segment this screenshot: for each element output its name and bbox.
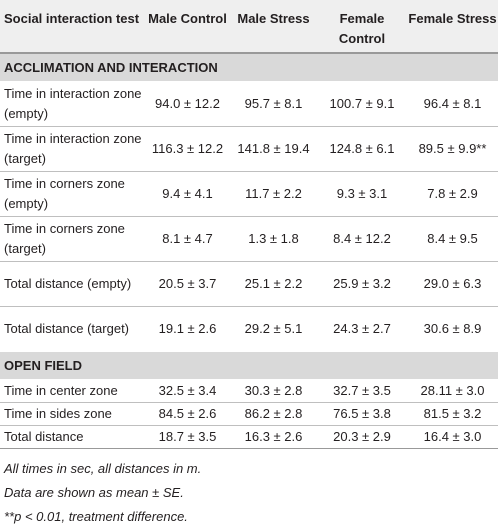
results-table: Social interaction test Male Control Mal… <box>0 0 498 449</box>
cell-value: 16.4 ± 3.0 <box>407 425 498 449</box>
table-row: Total distance 18.7 ± 3.5 16.3 ± 2.6 20.… <box>0 425 498 449</box>
header-test-label: Social interaction test <box>0 0 145 54</box>
cell-value: 25.9 ± 3.2 <box>317 261 407 307</box>
cell-value: 84.5 ± 2.6 <box>145 402 230 426</box>
cell-value: 81.5 ± 3.2 <box>407 402 498 426</box>
table-row: Time in interaction zone (target) 116.3 … <box>0 126 498 172</box>
cell-value: 9.3 ± 3.1 <box>317 171 407 217</box>
section-title-open-field: OPEN FIELD <box>0 351 498 380</box>
cell-value: 94.0 ± 12.2 <box>145 81 230 127</box>
cell-value: 7.8 ± 2.9 <box>407 171 498 217</box>
cell-value: 25.1 ± 2.2 <box>230 261 317 307</box>
table-row: Time in sides zone 84.5 ± 2.6 86.2 ± 2.8… <box>0 402 498 426</box>
cell-value: 100.7 ± 9.1 <box>317 81 407 127</box>
row-label: Total distance (target) <box>4 321 130 336</box>
table-header-row: Social interaction test Male Control Mal… <box>0 0 498 54</box>
cell-value: 9.4 ± 4.1 <box>145 171 230 217</box>
cell-value: 116.3 ± 12.2 <box>145 126 230 172</box>
row-label: Total distance <box>0 425 145 449</box>
footnote-units: All times in sec, all distances in m. <box>4 461 202 476</box>
cell-value: 76.5 ± 3.8 <box>317 402 407 426</box>
cell-value: 19.1 ± 2.6 <box>158 321 217 336</box>
header-male-control: Male Control <box>145 0 230 54</box>
table-row: Total distance (empty) 20.5 ± 3.7 25.1 ±… <box>0 261 498 307</box>
cell-value: 8.4 ± 12.2 <box>317 216 407 262</box>
row-label: Time in sides zone <box>0 402 145 426</box>
table-row: Total distance (target) 19.1 ± 2.6 29.2 … <box>0 307 498 352</box>
table-row: Time in corners zone (target) 8.1 ± 4.7 … <box>0 216 498 262</box>
cell-value: 32.5 ± 3.4 <box>145 379 230 403</box>
cell-value: 1.3 ± 1.8 <box>230 216 317 262</box>
header-female-stress: Female Stress <box>407 0 498 54</box>
cell-value: 28.11 ± 3.0 <box>407 379 498 403</box>
cell-value: 20.5 ± 3.7 <box>145 261 230 307</box>
row-label: Time in interaction zone (target) <box>0 126 145 172</box>
cell-value: 29.0 ± 6.3 <box>407 261 498 307</box>
cell-value: 8.1 ± 4.7 <box>145 216 230 262</box>
cell-value: 24.3 ± 2.7 <box>333 321 391 336</box>
cell-value: 86.2 ± 2.8 <box>230 402 317 426</box>
row-label: Time in interaction zone (empty) <box>0 81 145 127</box>
row-label: Time in corners zone (target) <box>0 216 145 262</box>
cell-value: 30.3 ± 2.8 <box>230 379 317 403</box>
cell-value: 141.8 ± 19.4 <box>230 126 317 172</box>
cell-value: 89.5 ± 9.9** <box>407 126 498 172</box>
table-row: Time in interaction zone (empty) 94.0 ± … <box>0 81 498 127</box>
section-header-row: OPEN FIELD <box>0 351 498 380</box>
header-female-control: Female Control <box>317 0 407 54</box>
cell-value: 30.6 ± 8.9 <box>423 321 482 336</box>
cell-value: 16.3 ± 2.6 <box>230 425 317 449</box>
cell-value: 29.2 ± 5.1 <box>244 321 303 336</box>
header-male-stress: Male Stress <box>230 0 317 54</box>
cell-value: 32.7 ± 3.5 <box>317 379 407 403</box>
row-label: Time in center zone <box>0 379 145 403</box>
cell-value: 11.7 ± 2.2 <box>230 171 317 217</box>
cell-value: 95.7 ± 8.1 <box>230 81 317 127</box>
table-row: Time in center zone 32.5 ± 3.4 30.3 ± 2.… <box>0 379 498 403</box>
cell-value: 96.4 ± 8.1 <box>407 81 498 127</box>
cell-value: 8.4 ± 9.5 <box>407 216 498 262</box>
table-row: Time in corners zone (empty) 9.4 ± 4.1 1… <box>0 171 498 217</box>
row-label: Time in corners zone (empty) <box>0 171 145 217</box>
cell-value: 18.7 ± 3.5 <box>145 425 230 449</box>
table-footnotes: All times in sec, all distances in m. Da… <box>4 457 201 529</box>
row-label: Total distance (empty) <box>0 261 145 307</box>
section-title-acclimation: ACCLIMATION AND INTERACTION <box>0 52 498 82</box>
footnote-data-format: Data are shown as mean ± SE. <box>4 485 184 500</box>
section-header-row: ACCLIMATION AND INTERACTION <box>0 52 498 82</box>
cell-value: 20.3 ± 2.9 <box>317 425 407 449</box>
footnote-significance: **p < 0.01, treatment difference. <box>4 509 188 524</box>
cell-value: 124.8 ± 6.1 <box>317 126 407 172</box>
